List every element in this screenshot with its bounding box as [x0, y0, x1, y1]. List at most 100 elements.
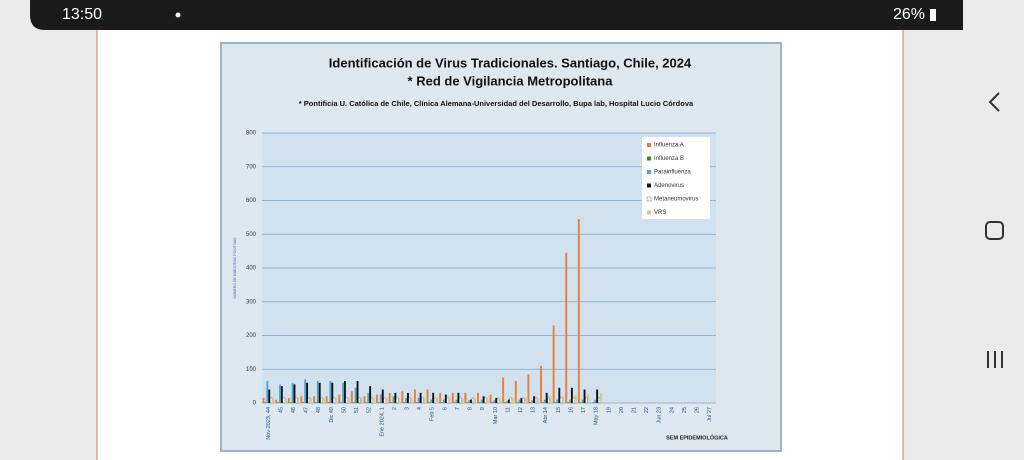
bar: [401, 391, 404, 403]
bar: [269, 397, 273, 404]
y-tick-label: 300: [246, 299, 257, 305]
x-tick-label: 45: [278, 407, 284, 413]
bar: [421, 397, 424, 404]
legend-swatch: [647, 183, 651, 188]
bar: [558, 387, 561, 403]
bar: [489, 394, 492, 403]
bar: [383, 397, 386, 404]
x-tick-label: 11: [505, 407, 511, 413]
x-tick-label: 24: [669, 407, 675, 413]
bar: [309, 397, 312, 403]
bar: [291, 382, 294, 403]
x-tick-label: 22: [644, 407, 650, 413]
x-tick-label: Nov 2023, 44: [266, 407, 272, 440]
bar: [293, 384, 296, 403]
x-tick-label: 12: [518, 407, 524, 413]
y-tick-label: 600: [246, 198, 257, 204]
bar: [264, 402, 267, 403]
status-bar: [30, 0, 963, 30]
bar: [514, 381, 517, 403]
bar: [408, 397, 412, 404]
bar: [495, 397, 498, 403]
bar: [340, 402, 343, 403]
bar: [367, 392, 370, 403]
home-button[interactable]: [985, 221, 1004, 240]
bar: [569, 399, 571, 403]
bar: [540, 365, 542, 403]
bar: [407, 392, 409, 403]
y-tick-label: 0: [253, 401, 257, 407]
legend-label: Parainfluenza: [654, 170, 691, 176]
bar: [289, 402, 292, 403]
bar: [509, 397, 512, 404]
bar: [524, 397, 527, 403]
bar: [338, 394, 341, 403]
bar: [549, 396, 552, 403]
bar: [478, 402, 481, 403]
x-tick-label: 52: [367, 407, 373, 413]
bar: [446, 397, 449, 404]
bar: [430, 399, 433, 403]
bar: [466, 402, 469, 403]
y-tick-label: 800: [246, 131, 257, 137]
bar: [562, 396, 565, 403]
chart-title: * Red de Vigilancia Metropolitana: [408, 73, 614, 88]
bar: [410, 397, 413, 403]
bar: [365, 402, 368, 403]
x-tick-label: 47: [304, 407, 310, 413]
back-button[interactable]: [988, 92, 1000, 112]
bar: [468, 400, 471, 403]
bar: [572, 397, 575, 404]
bar: [520, 397, 523, 403]
bar: [433, 397, 437, 404]
x-tick-label: 9: [480, 407, 486, 410]
chart-subtitle: * Pontificia U. Católica de Chile, Clíni…: [299, 99, 694, 108]
x-tick-label: 16: [568, 407, 574, 413]
bar: [461, 397, 464, 403]
bar: [385, 397, 388, 403]
bar: [491, 402, 494, 403]
bar: [415, 402, 418, 403]
bar: [534, 397, 538, 404]
legend-label: VRS: [654, 210, 666, 216]
x-tick-label: 8: [468, 407, 474, 410]
x-tick-label: 4: [417, 407, 423, 410]
bar: [597, 397, 601, 404]
bar: [516, 402, 519, 403]
x-tick-label: 17: [581, 407, 587, 413]
bar: [376, 394, 379, 403]
x-tick-label: 46: [291, 407, 297, 413]
bar: [423, 397, 426, 403]
x-tick-label: 21: [631, 407, 637, 413]
bar: [554, 402, 557, 403]
bar: [527, 374, 530, 403]
bar: [545, 392, 548, 403]
bar: [392, 396, 395, 403]
bar: [345, 397, 348, 404]
bar: [444, 394, 447, 403]
bar: [314, 402, 317, 403]
x-tick-label: Jul 27: [707, 407, 713, 422]
bar: [471, 397, 475, 404]
bar: [556, 399, 559, 403]
bar: [577, 219, 580, 403]
bar: [587, 394, 590, 403]
legend-label: Metaneumovirus: [654, 197, 698, 203]
bar: [282, 397, 285, 404]
bar: [405, 397, 408, 403]
bar: [363, 396, 366, 403]
legend-label: Adenovirus: [654, 183, 684, 189]
bar: [272, 397, 274, 403]
legend-swatch: [646, 196, 652, 202]
bar: [372, 397, 375, 403]
bar: [585, 397, 588, 404]
bar: [262, 397, 265, 403]
bar: [596, 389, 599, 403]
recents-button[interactable]: [987, 351, 1003, 368]
bar: [302, 402, 305, 403]
chart-title: Identificación de Virus Tradicionales. S…: [329, 55, 692, 70]
x-tick-label: Jun 23: [657, 407, 663, 424]
bar: [304, 379, 307, 403]
y-axis-label: NÚMERO DE MUESTRAS POSITIVAS: [233, 237, 237, 299]
bar: [529, 402, 532, 403]
